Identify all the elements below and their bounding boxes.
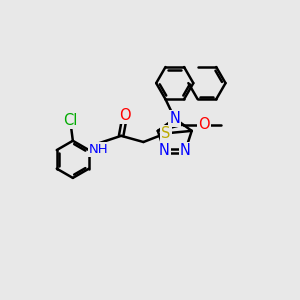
Text: O: O xyxy=(119,108,131,123)
Text: Cl: Cl xyxy=(63,113,78,128)
Text: O: O xyxy=(198,117,209,132)
Text: N: N xyxy=(180,143,191,158)
Text: S: S xyxy=(161,126,170,141)
Text: NH: NH xyxy=(89,143,109,156)
Text: N: N xyxy=(169,111,180,126)
Text: N: N xyxy=(159,143,170,158)
